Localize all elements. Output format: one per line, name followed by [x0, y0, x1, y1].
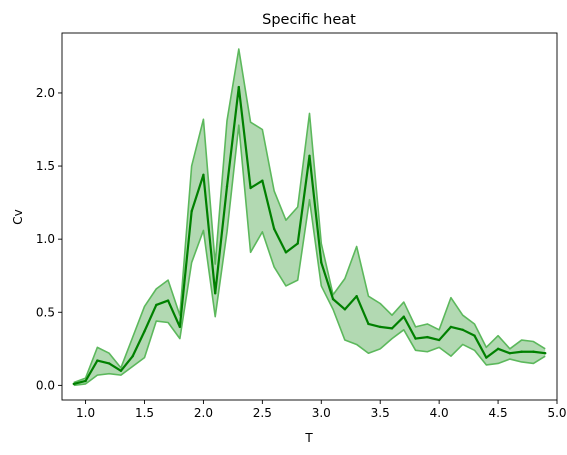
data-point: [390, 327, 394, 330]
x-axis-label: T: [304, 431, 313, 445]
data-point: [544, 352, 547, 355]
data-point: [166, 299, 170, 302]
data-point: [473, 334, 476, 337]
data-point: [284, 251, 288, 254]
data-point: [155, 303, 158, 307]
y-tick-label: 2.0: [36, 86, 55, 100]
data-point: [437, 338, 441, 342]
data-point: [343, 308, 347, 311]
data-point: [449, 325, 453, 329]
axes-frame: [61, 32, 558, 401]
x-tick-label: 1.5: [135, 406, 154, 420]
data-point: [508, 352, 512, 355]
data-point: [190, 210, 193, 213]
data-point: [355, 294, 358, 298]
data-point: [214, 292, 217, 295]
data-point: [249, 186, 252, 190]
x-tick-label: 1.0: [76, 406, 95, 420]
data-point: [202, 173, 205, 177]
data-point: [107, 362, 111, 365]
x-tick-label: 3.5: [371, 406, 390, 420]
y-tick-label: 0.0: [36, 378, 55, 392]
data-point: [379, 325, 382, 329]
y-axis: 0.0 0.5 1.0 1.5 2.0: [36, 86, 62, 392]
y-tick-label: 1.0: [36, 232, 55, 246]
x-tick-label: 3.0: [312, 406, 331, 420]
x-axis: 1.0 1.5 2.0 2.5 3.0 3.5 4.0 4.5 5.0: [76, 400, 567, 420]
plot-area: [72, 48, 547, 387]
data-point: [131, 354, 134, 358]
data-point: [296, 242, 299, 245]
data-point: [261, 179, 264, 182]
data-point: [96, 359, 99, 362]
chart-title: Specific heat: [262, 12, 356, 28]
x-tick-label: 5.0: [547, 406, 566, 420]
data-point: [72, 382, 75, 386]
data-point: [178, 325, 182, 329]
y-axis-label: Cv: [11, 209, 25, 224]
data-point: [367, 322, 370, 326]
data-point: [84, 379, 87, 383]
data-point: [143, 330, 146, 333]
data-point: [237, 85, 240, 89]
data-point: [272, 227, 276, 231]
data-point: [532, 350, 535, 353]
band-lower-edge: [73, 124, 546, 387]
data-point: [496, 347, 500, 351]
data-point: [426, 335, 429, 339]
data-point: [520, 350, 523, 353]
data-point: [485, 356, 488, 359]
data-point: [119, 369, 123, 372]
data-point: [331, 297, 335, 301]
data-point: [414, 337, 417, 340]
data-point: [461, 328, 464, 332]
x-tick-label: 2.0: [194, 406, 213, 420]
y-tick-label: 1.5: [36, 159, 55, 173]
x-tick-label: 4.5: [489, 406, 508, 420]
x-tick-label: 2.5: [253, 406, 272, 420]
y-tick-label: 0.5: [36, 305, 55, 319]
data-point: [402, 315, 405, 318]
band-upper-edge: [73, 48, 546, 384]
data-point: [320, 261, 323, 264]
x-tick-label: 4.0: [430, 406, 449, 420]
data-point: [308, 154, 311, 158]
data-point: [225, 185, 229, 188]
